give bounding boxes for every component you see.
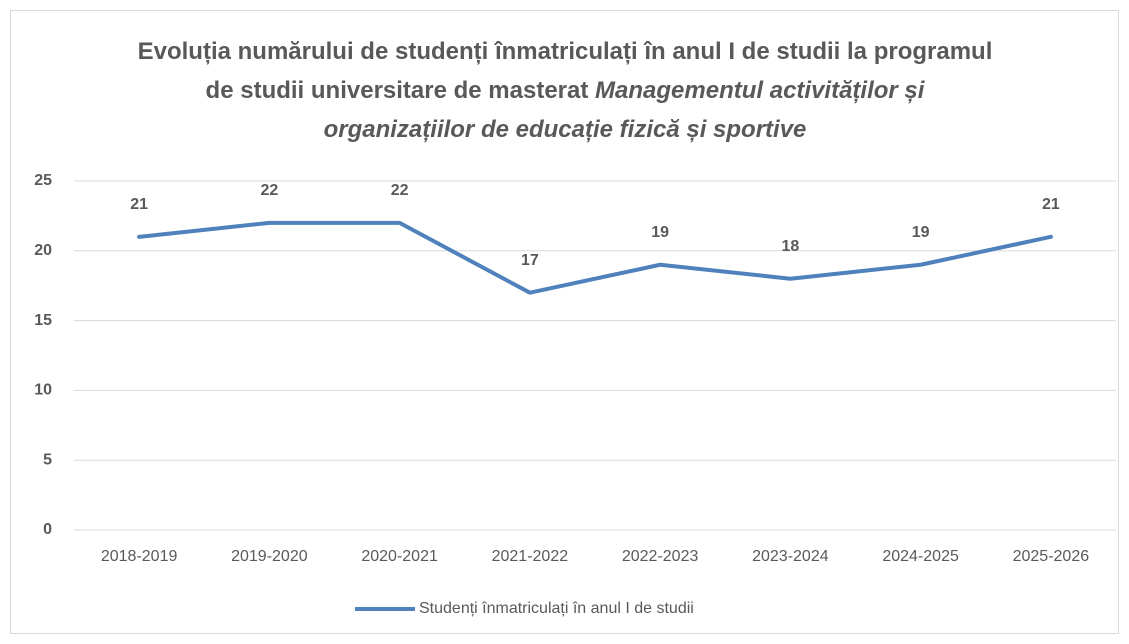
y-tick-label: 25 bbox=[34, 172, 52, 189]
y-tick-label: 0 bbox=[43, 521, 52, 538]
y-tick-label: 15 bbox=[34, 312, 52, 329]
x-tick-label: 2023-2024 bbox=[752, 548, 829, 565]
x-tick-label: 2024-2025 bbox=[882, 548, 959, 565]
data-label: 21 bbox=[1042, 196, 1060, 213]
title-part: Evoluția numărului de studenți înmatricu… bbox=[137, 38, 993, 104]
data-label: 19 bbox=[912, 224, 930, 241]
y-tick-label: 10 bbox=[34, 382, 52, 399]
line-series bbox=[137, 220, 1053, 295]
data-label: 17 bbox=[521, 252, 539, 269]
data-label: 21 bbox=[130, 196, 148, 213]
x-tick-label: 2022-2023 bbox=[622, 548, 699, 565]
data-label: 22 bbox=[260, 182, 278, 199]
y-tick-label: 5 bbox=[43, 451, 52, 468]
x-tick-label: 2025-2026 bbox=[1013, 548, 1090, 565]
legend-label: Studenți înmatriculați în anul I de stud… bbox=[419, 600, 694, 617]
x-tick-label: 2021-2022 bbox=[492, 548, 569, 565]
y-tick-label: 20 bbox=[34, 242, 52, 259]
data-label: 22 bbox=[391, 182, 409, 199]
data-label: 18 bbox=[781, 238, 799, 255]
chart-title: Evoluția numărului de studenți înmatricu… bbox=[130, 32, 1000, 149]
data-label: 19 bbox=[651, 224, 669, 241]
x-tick-label: 2019-2020 bbox=[231, 548, 308, 565]
x-tick-label: 2020-2021 bbox=[361, 548, 438, 565]
x-tick-label: 2018-2019 bbox=[101, 548, 178, 565]
title-part: Managementul activităților și organizați… bbox=[323, 77, 925, 143]
